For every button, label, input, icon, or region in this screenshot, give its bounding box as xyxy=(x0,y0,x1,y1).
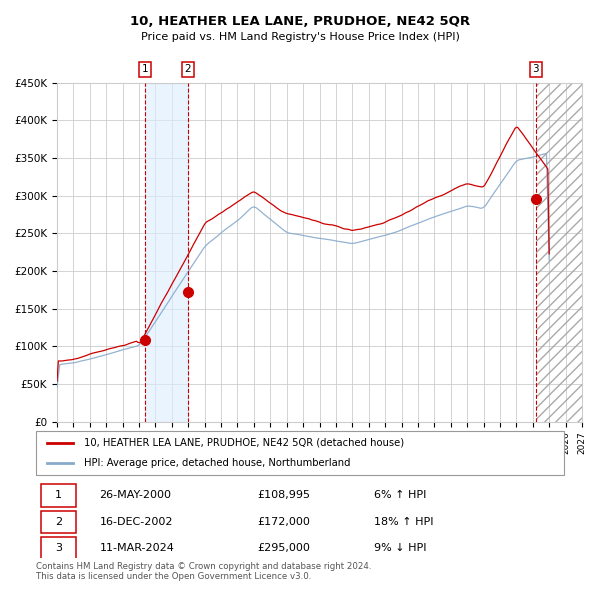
FancyBboxPatch shape xyxy=(41,484,76,507)
Text: 3: 3 xyxy=(533,64,539,74)
Text: 18% ↑ HPI: 18% ↑ HPI xyxy=(374,517,433,527)
Text: 11-MAR-2024: 11-MAR-2024 xyxy=(100,543,174,553)
Text: 10, HEATHER LEA LANE, PRUDHOE, NE42 5QR: 10, HEATHER LEA LANE, PRUDHOE, NE42 5QR xyxy=(130,15,470,28)
Text: £108,995: £108,995 xyxy=(258,490,311,500)
Text: 6% ↑ HPI: 6% ↑ HPI xyxy=(374,490,426,500)
FancyBboxPatch shape xyxy=(41,510,76,533)
Bar xyxy=(145,83,188,422)
FancyBboxPatch shape xyxy=(41,537,76,559)
Text: 1: 1 xyxy=(55,490,62,500)
Text: 26-MAY-2000: 26-MAY-2000 xyxy=(100,490,172,500)
Text: HPI: Average price, detached house, Northumberland: HPI: Average price, detached house, Nort… xyxy=(83,458,350,468)
Text: 1: 1 xyxy=(142,64,149,74)
Text: 2: 2 xyxy=(55,517,62,527)
Text: 9% ↓ HPI: 9% ↓ HPI xyxy=(374,543,427,553)
Text: £295,000: £295,000 xyxy=(258,543,311,553)
Text: 2: 2 xyxy=(184,64,191,74)
Text: Contains HM Land Registry data © Crown copyright and database right 2024.
This d: Contains HM Land Registry data © Crown c… xyxy=(36,562,371,581)
Text: 3: 3 xyxy=(55,543,62,553)
Text: 10, HEATHER LEA LANE, PRUDHOE, NE42 5QR (detached house): 10, HEATHER LEA LANE, PRUDHOE, NE42 5QR … xyxy=(83,438,404,448)
Bar xyxy=(536,83,582,422)
Text: 16-DEC-2002: 16-DEC-2002 xyxy=(100,517,173,527)
Text: Price paid vs. HM Land Registry's House Price Index (HPI): Price paid vs. HM Land Registry's House … xyxy=(140,32,460,42)
Text: £172,000: £172,000 xyxy=(258,517,311,527)
